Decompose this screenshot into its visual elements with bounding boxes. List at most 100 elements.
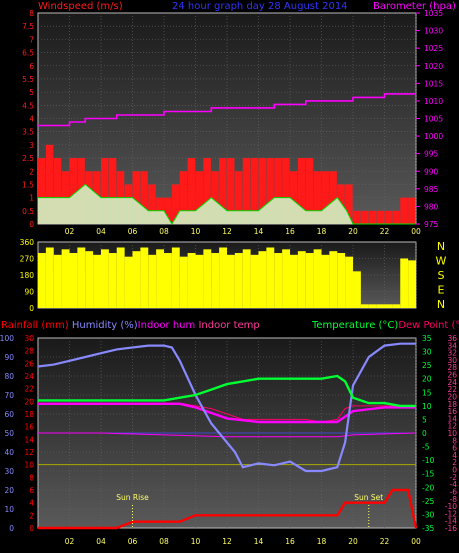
direction-bar — [45, 247, 54, 308]
wind-bar — [45, 144, 54, 224]
temperature-tick-label: 0 — [422, 429, 427, 438]
wind-bar — [69, 158, 77, 224]
compass-label: W — [436, 255, 447, 268]
time-tick-label: 10 — [191, 227, 201, 236]
indoor-temp-tick-label: 10 — [447, 429, 457, 438]
wind-tick-label: 5 — [29, 88, 34, 97]
temperature-tick-label: 5 — [422, 415, 427, 424]
direction-bar — [156, 249, 164, 308]
wind-bar — [313, 171, 322, 224]
wind-tick-label: 4 — [29, 115, 34, 124]
temperature-tick-label: 25 — [422, 361, 432, 370]
direction-bar — [101, 249, 109, 308]
wind-bar — [329, 171, 337, 224]
temperature-tick-label: -20 — [422, 483, 434, 492]
wind-bar — [282, 158, 290, 224]
compass-label: N — [437, 240, 445, 253]
temperature-tick-label: 10 — [422, 402, 432, 411]
wind-bar — [53, 158, 62, 224]
wind-tick-label: 0.5 — [22, 207, 34, 216]
wind-bar — [258, 158, 266, 224]
indoor-temp-tick-label: 0 — [452, 466, 457, 475]
direction-bar — [376, 304, 385, 308]
direction-bar — [242, 249, 251, 308]
indoor-temp-tick-label: 14 — [447, 414, 457, 423]
wind-bar — [290, 171, 298, 224]
humidity-tick-label: 50 — [4, 429, 14, 438]
direction-bar — [69, 253, 78, 308]
indoor-humidity-line — [38, 432, 417, 438]
wind-tick-label: 3.5 — [22, 128, 34, 137]
wind-bar — [392, 210, 400, 224]
wind-bar — [242, 158, 251, 224]
time-tick-label: 16 — [285, 227, 295, 236]
barometer-tick-label: 1000 — [424, 132, 443, 141]
time-tick-label: 12 — [222, 227, 232, 236]
temperature-tick-label: -10 — [422, 456, 434, 465]
direction-bar — [353, 271, 361, 308]
dewpoint-label: Dew Point (°C) — [398, 320, 459, 331]
wind-bar — [274, 158, 282, 224]
humidity-tick-label: 90 — [4, 353, 14, 362]
humidity-tick-label: 0 — [9, 524, 14, 533]
direction-bar — [53, 254, 62, 308]
time-tick-label: 00 — [411, 537, 421, 546]
time-tick-label: 22 — [380, 537, 390, 546]
direction-bar — [282, 249, 290, 308]
barometer-tick-label: 985 — [424, 185, 439, 194]
direction-tick-label: 0 — [29, 304, 34, 313]
direction-bar — [329, 251, 338, 308]
indoor-hum-label: Indoor hum — [137, 320, 196, 331]
wind-bar — [408, 197, 416, 224]
rainfall-tick-label: 12 — [24, 448, 34, 457]
rainfall-tick-label: 20 — [24, 397, 34, 406]
barometer-axis-label: Barometer (hpa) — [373, 1, 456, 12]
direction-tick-label: 360 — [20, 238, 35, 247]
indoor-temp-tick-label: 4 — [452, 451, 457, 460]
rainfall-tick-label: 10 — [24, 461, 34, 470]
wind-bar — [376, 210, 385, 224]
indoor-temp-tick-label: 8 — [452, 436, 457, 445]
wind-bar — [203, 158, 211, 224]
wind-axis-label: Windspeed (m/s) — [38, 1, 123, 12]
wind-tick-label: 5.5 — [22, 75, 34, 84]
wind-bar — [321, 171, 329, 224]
direction-bar — [321, 254, 330, 308]
direction-bar — [164, 253, 172, 308]
indoor-temp-tick-label: 2 — [452, 458, 457, 467]
direction-bar — [187, 253, 196, 308]
indoor-temp-tick-label: 24 — [447, 378, 457, 387]
direction-bar — [219, 247, 227, 308]
temperature-line — [38, 374, 416, 408]
wind-bar — [179, 171, 188, 224]
direction-bar — [148, 254, 157, 308]
indoor-temp-tick-label: -8 — [450, 495, 458, 504]
indoor-temp-tick-label: -14 — [445, 517, 457, 526]
barometer-tick-label: 1020 — [424, 62, 443, 71]
barometer-tick-label: 1025 — [424, 44, 443, 53]
barometer-tick-label: 995 — [424, 150, 439, 159]
time-tick-label: 20 — [348, 227, 358, 236]
rainfall-tick-label: 8 — [29, 473, 34, 482]
direction-bar — [258, 251, 267, 308]
direction-bar — [408, 260, 416, 308]
indoor-temp-tick-label: -12 — [445, 509, 457, 518]
bottom-legend-left: Rainfall (mm) Humidity (%)Indoor hum Ind… — [1, 320, 260, 331]
indoor-temp-tick-label: 36 — [447, 334, 457, 343]
time-tick-label: 18 — [317, 227, 327, 236]
barometer-tick-label: 1015 — [424, 79, 443, 88]
bottom-legend-right: Temperature (°C)Dew Point (°C) — [312, 320, 459, 331]
humidity-label: Humidity (%) — [71, 320, 138, 331]
wind-bar — [250, 158, 259, 224]
wind-tick-label: 1.5 — [22, 180, 34, 189]
rainfall-tick-label: 0 — [29, 524, 34, 533]
indoor-temp-tick-label: 18 — [447, 400, 457, 409]
direction-bar — [305, 253, 314, 308]
direction-bar — [85, 251, 94, 308]
wind-bar — [132, 171, 140, 224]
temperature-tick-label: 35 — [422, 334, 432, 343]
wind-bar — [297, 158, 306, 224]
direction-bar — [250, 254, 259, 308]
barometer-tick-label: 990 — [424, 167, 439, 176]
